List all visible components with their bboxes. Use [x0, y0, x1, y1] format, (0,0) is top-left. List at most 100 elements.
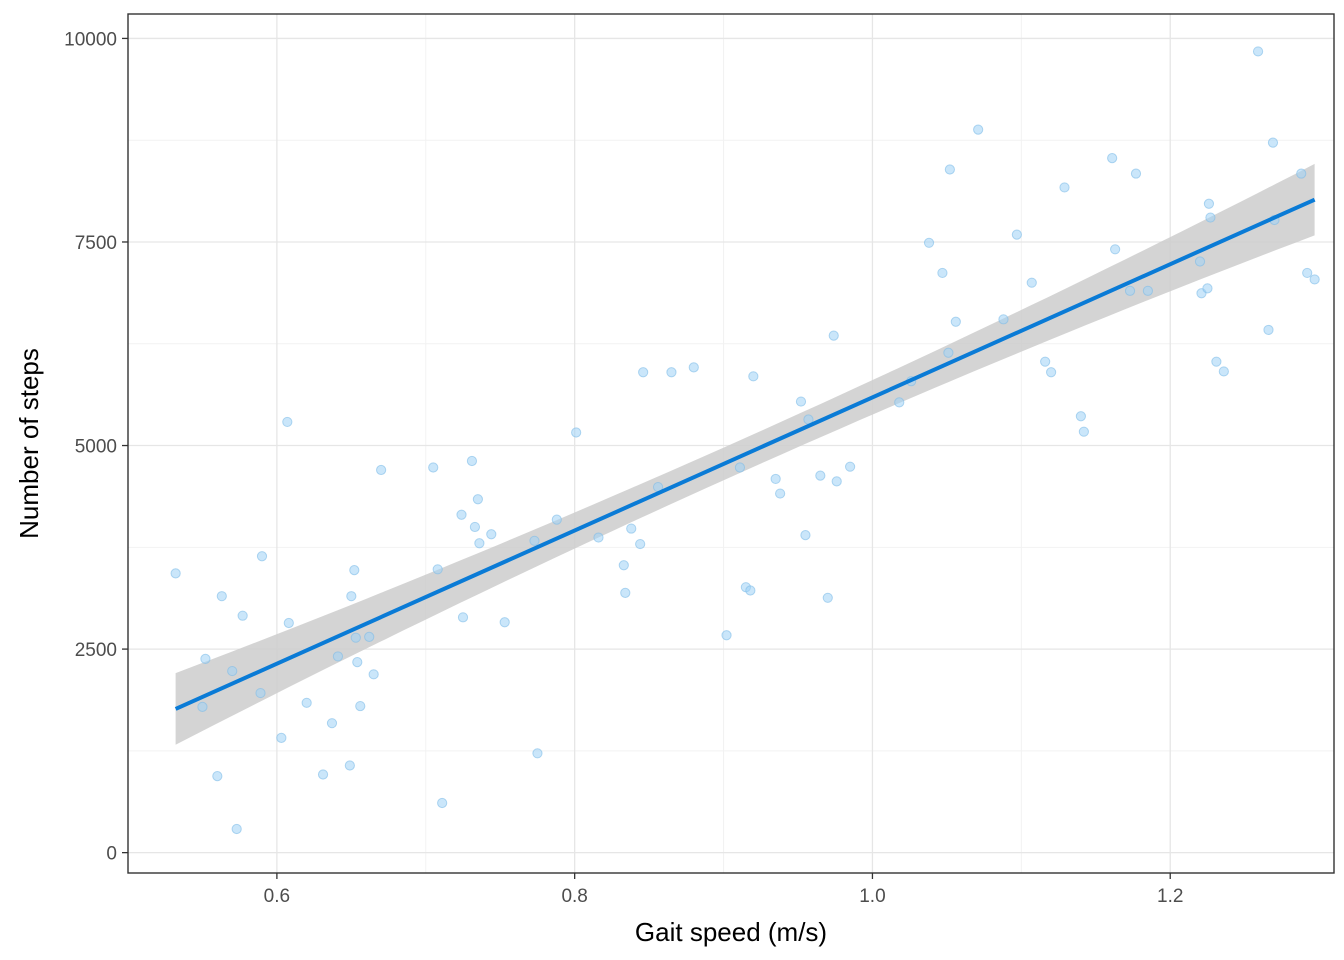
- data-point: [529, 535, 540, 546]
- data-point: [1107, 153, 1118, 164]
- data-point: [638, 367, 649, 378]
- data-point: [551, 514, 562, 525]
- data-point: [1296, 168, 1307, 179]
- data-point: [770, 473, 781, 485]
- data-point: [368, 669, 379, 680]
- data-point: [352, 657, 363, 668]
- data-point: [276, 732, 287, 743]
- data-point: [1194, 256, 1206, 267]
- y-axis-title: Number of steps: [14, 348, 44, 539]
- data-point: [227, 665, 238, 677]
- data-point: [1218, 366, 1229, 377]
- data-point: [200, 653, 211, 664]
- data-point: [1252, 46, 1264, 57]
- data-point: [1059, 182, 1070, 193]
- data-point: [355, 700, 366, 712]
- data-point: [618, 560, 629, 571]
- data-point: [688, 362, 699, 373]
- data-point: [1110, 244, 1121, 255]
- data-point: [943, 347, 954, 358]
- data-point: [282, 416, 293, 428]
- data-point: [432, 564, 443, 575]
- y-tick-label: 7500: [75, 233, 117, 254]
- fit-line: [174, 197, 1316, 711]
- data-point: [1046, 367, 1057, 378]
- data-point: [620, 587, 631, 599]
- data-point: [973, 124, 984, 135]
- data-point: [212, 771, 223, 782]
- data-points: [170, 46, 1320, 835]
- data-point: [349, 565, 360, 576]
- data-point: [845, 461, 856, 472]
- regression-line: [174, 197, 1316, 711]
- data-point: [635, 538, 646, 550]
- data-point: [346, 591, 357, 602]
- data-point: [301, 697, 312, 708]
- plot-panel-border: [127, 13, 1335, 874]
- data-point: [428, 462, 439, 473]
- x-tick-label: 1.2: [1157, 886, 1183, 907]
- data-point: [1202, 283, 1213, 294]
- data-point: [283, 617, 294, 629]
- data-point: [231, 823, 242, 835]
- data-point: [499, 617, 510, 628]
- data-point: [775, 488, 786, 499]
- data-point: [437, 797, 448, 809]
- data-point: [593, 532, 604, 543]
- y-tick-label: 2500: [75, 640, 117, 661]
- data-point: [1075, 411, 1086, 422]
- data-point: [944, 164, 955, 175]
- data-point: [197, 701, 208, 712]
- y-axis-ticks: 0 2500 5000 7500 10000: [64, 29, 128, 865]
- data-point: [532, 748, 543, 759]
- y-tick-label: 10000: [64, 29, 117, 50]
- data-point: [256, 551, 268, 562]
- data-point: [1040, 356, 1051, 367]
- data-point: [1205, 212, 1216, 223]
- data-point: [472, 494, 483, 505]
- data-point: [734, 462, 746, 473]
- x-axis-title: Gait speed (m/s): [635, 917, 827, 947]
- data-point: [1203, 198, 1215, 209]
- data-point: [317, 769, 329, 780]
- y-tick-label: 0: [106, 844, 117, 865]
- data-point: [170, 568, 181, 579]
- data-point: [1026, 277, 1037, 288]
- data-point: [795, 396, 807, 407]
- data-point: [923, 237, 935, 248]
- data-point: [469, 521, 481, 533]
- data-point: [474, 538, 485, 549]
- data-point: [800, 529, 811, 541]
- data-point: [1263, 324, 1274, 336]
- data-point: [1011, 229, 1022, 240]
- data-point: [1124, 285, 1136, 296]
- data-point: [831, 476, 842, 487]
- data-point: [998, 314, 1009, 325]
- data-point: [237, 610, 248, 621]
- data-point: [937, 267, 948, 279]
- y-tick-label: 5000: [75, 437, 117, 458]
- data-point: [1078, 426, 1089, 437]
- data-point: [626, 523, 637, 534]
- x-tick-label: 1.0: [859, 886, 885, 907]
- grid-lines: [128, 14, 1334, 873]
- data-point: [745, 585, 756, 596]
- data-point: [376, 464, 387, 476]
- data-point: [1302, 267, 1313, 279]
- data-point: [216, 591, 227, 602]
- x-axis-ticks: 0.6 0.8 1.0 1.2: [264, 873, 1183, 907]
- x-tick-label: 0.6: [264, 886, 290, 907]
- data-point: [894, 397, 905, 408]
- data-point: [486, 529, 497, 540]
- data-point: [350, 632, 361, 643]
- data-point: [466, 455, 478, 467]
- data-point: [255, 687, 266, 699]
- data-point: [828, 330, 839, 341]
- data-point: [1130, 168, 1142, 179]
- x-tick-label: 0.8: [561, 886, 587, 907]
- data-point: [571, 427, 582, 438]
- data-point: [1142, 285, 1153, 296]
- data-point: [1267, 137, 1279, 148]
- data-point: [1211, 356, 1222, 367]
- data-point: [457, 612, 469, 623]
